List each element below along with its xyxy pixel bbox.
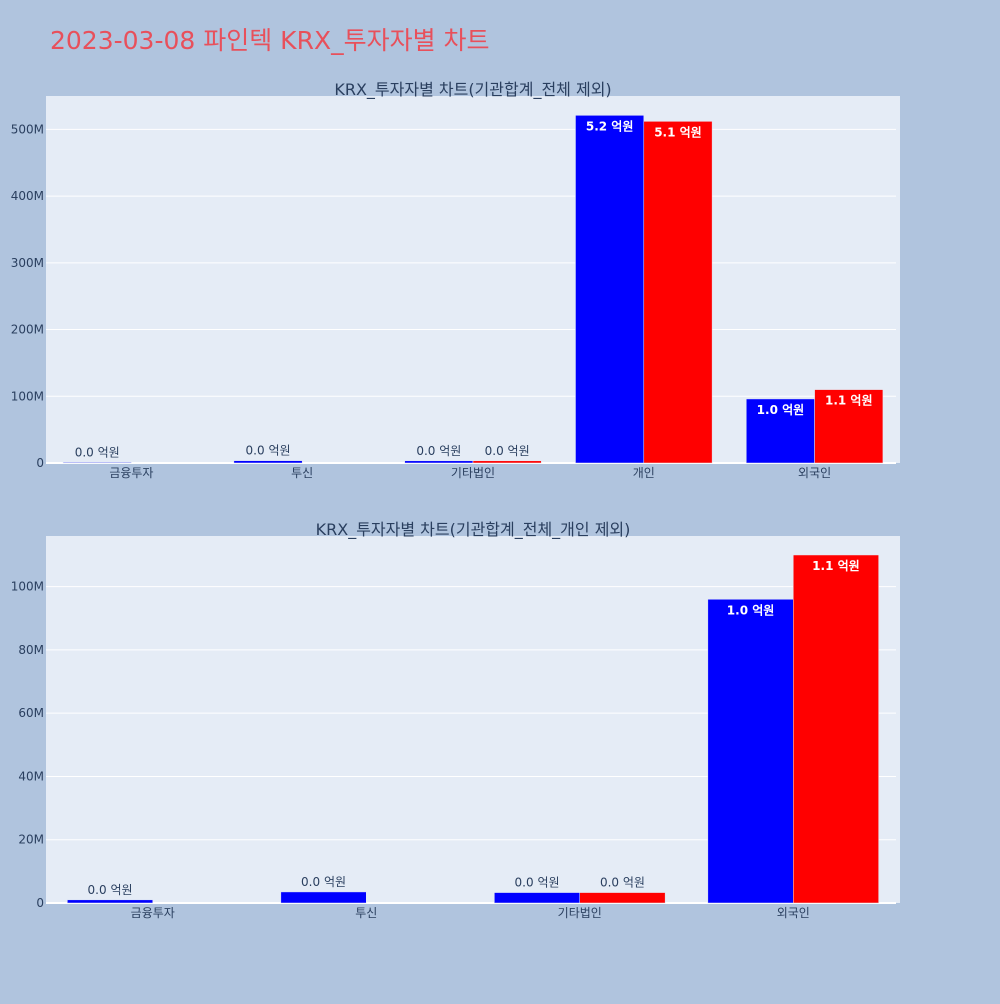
- bar-series-1: [643, 121, 713, 464]
- data-label: 0.0 억원: [88, 883, 133, 897]
- data-label: 0.0 억원: [600, 876, 645, 890]
- data-label: 1.0 억원: [757, 403, 805, 417]
- x-tick-label: 금융투자: [131, 906, 175, 920]
- data-label: 0.0 억원: [75, 445, 120, 459]
- y-tick-label: 80M: [18, 643, 44, 657]
- data-label: 1.1 억원: [812, 559, 860, 573]
- x-tick-label: 개인: [633, 466, 655, 480]
- x-tick-label: 외국인: [798, 466, 831, 480]
- y-tick-label: 400M: [11, 189, 44, 203]
- bar-series-1: [472, 460, 542, 464]
- data-label: 1.0 억원: [727, 603, 775, 617]
- y-tick-label: 0: [36, 896, 44, 910]
- page-title: 2023-03-08 파인텍 KRX_투자자별 차트: [50, 26, 490, 55]
- bar-series-0: [404, 460, 474, 464]
- bar-series-1: [793, 554, 879, 904]
- y-tick-label: 0: [36, 456, 44, 470]
- data-label: 5.2 억원: [586, 119, 634, 133]
- chart-excluding-individual: KRX_투자자별 차트(기관합계_전체_개인 제외) 0 20M 40M 60M 80M 1…: [11, 520, 900, 920]
- data-label: 0.0 억원: [246, 444, 291, 458]
- y-tick-label: 40M: [18, 769, 44, 783]
- bar-series-0: [707, 599, 794, 904]
- y-tick-label: 500M: [11, 122, 44, 136]
- x-tick-label: 외국인: [777, 906, 810, 920]
- bar-series-0: [67, 899, 153, 904]
- data-label: 0.0 억원: [485, 444, 530, 458]
- y-tick-label: 100M: [11, 580, 44, 594]
- y-tick-label: 60M: [18, 706, 44, 720]
- y-tick-label: 200M: [11, 323, 44, 337]
- data-label: 0.0 억원: [515, 876, 560, 890]
- data-label: 0.0 억원: [301, 875, 346, 889]
- bar-series-1: [814, 389, 884, 464]
- bar-series-1: [579, 892, 666, 904]
- chart-title: KRX_투자자별 차트(기관합계_전체 제외): [334, 80, 611, 100]
- x-tick-label: 투신: [355, 906, 377, 920]
- bar-series-0: [280, 891, 367, 904]
- x-tick-label: 기타법인: [451, 466, 495, 480]
- bar-series-0: [62, 462, 132, 464]
- bar-series-0: [233, 460, 303, 464]
- x-tick-label: 기타법인: [558, 906, 602, 920]
- x-tick-label: 투신: [291, 466, 313, 480]
- bar-series-0: [494, 892, 581, 904]
- chart-total: KRX_투자자별 차트(기관합계_전체 제외) 0 100M 200M 300M 400M…: [11, 80, 900, 480]
- y-tick-label: 300M: [11, 256, 44, 270]
- x-tick-label: 금융투자: [109, 466, 153, 480]
- data-label: 0.0 억원: [416, 444, 461, 458]
- data-label: 1.1 억원: [825, 394, 873, 408]
- data-label: 5.1 억원: [654, 125, 702, 139]
- y-tick-label: 20M: [18, 833, 44, 847]
- bar-series-0: [575, 115, 645, 464]
- y-tick-label: 100M: [11, 389, 44, 403]
- chart-title: KRX_투자자별 차트(기관합계_전체_개인 제외): [316, 520, 631, 540]
